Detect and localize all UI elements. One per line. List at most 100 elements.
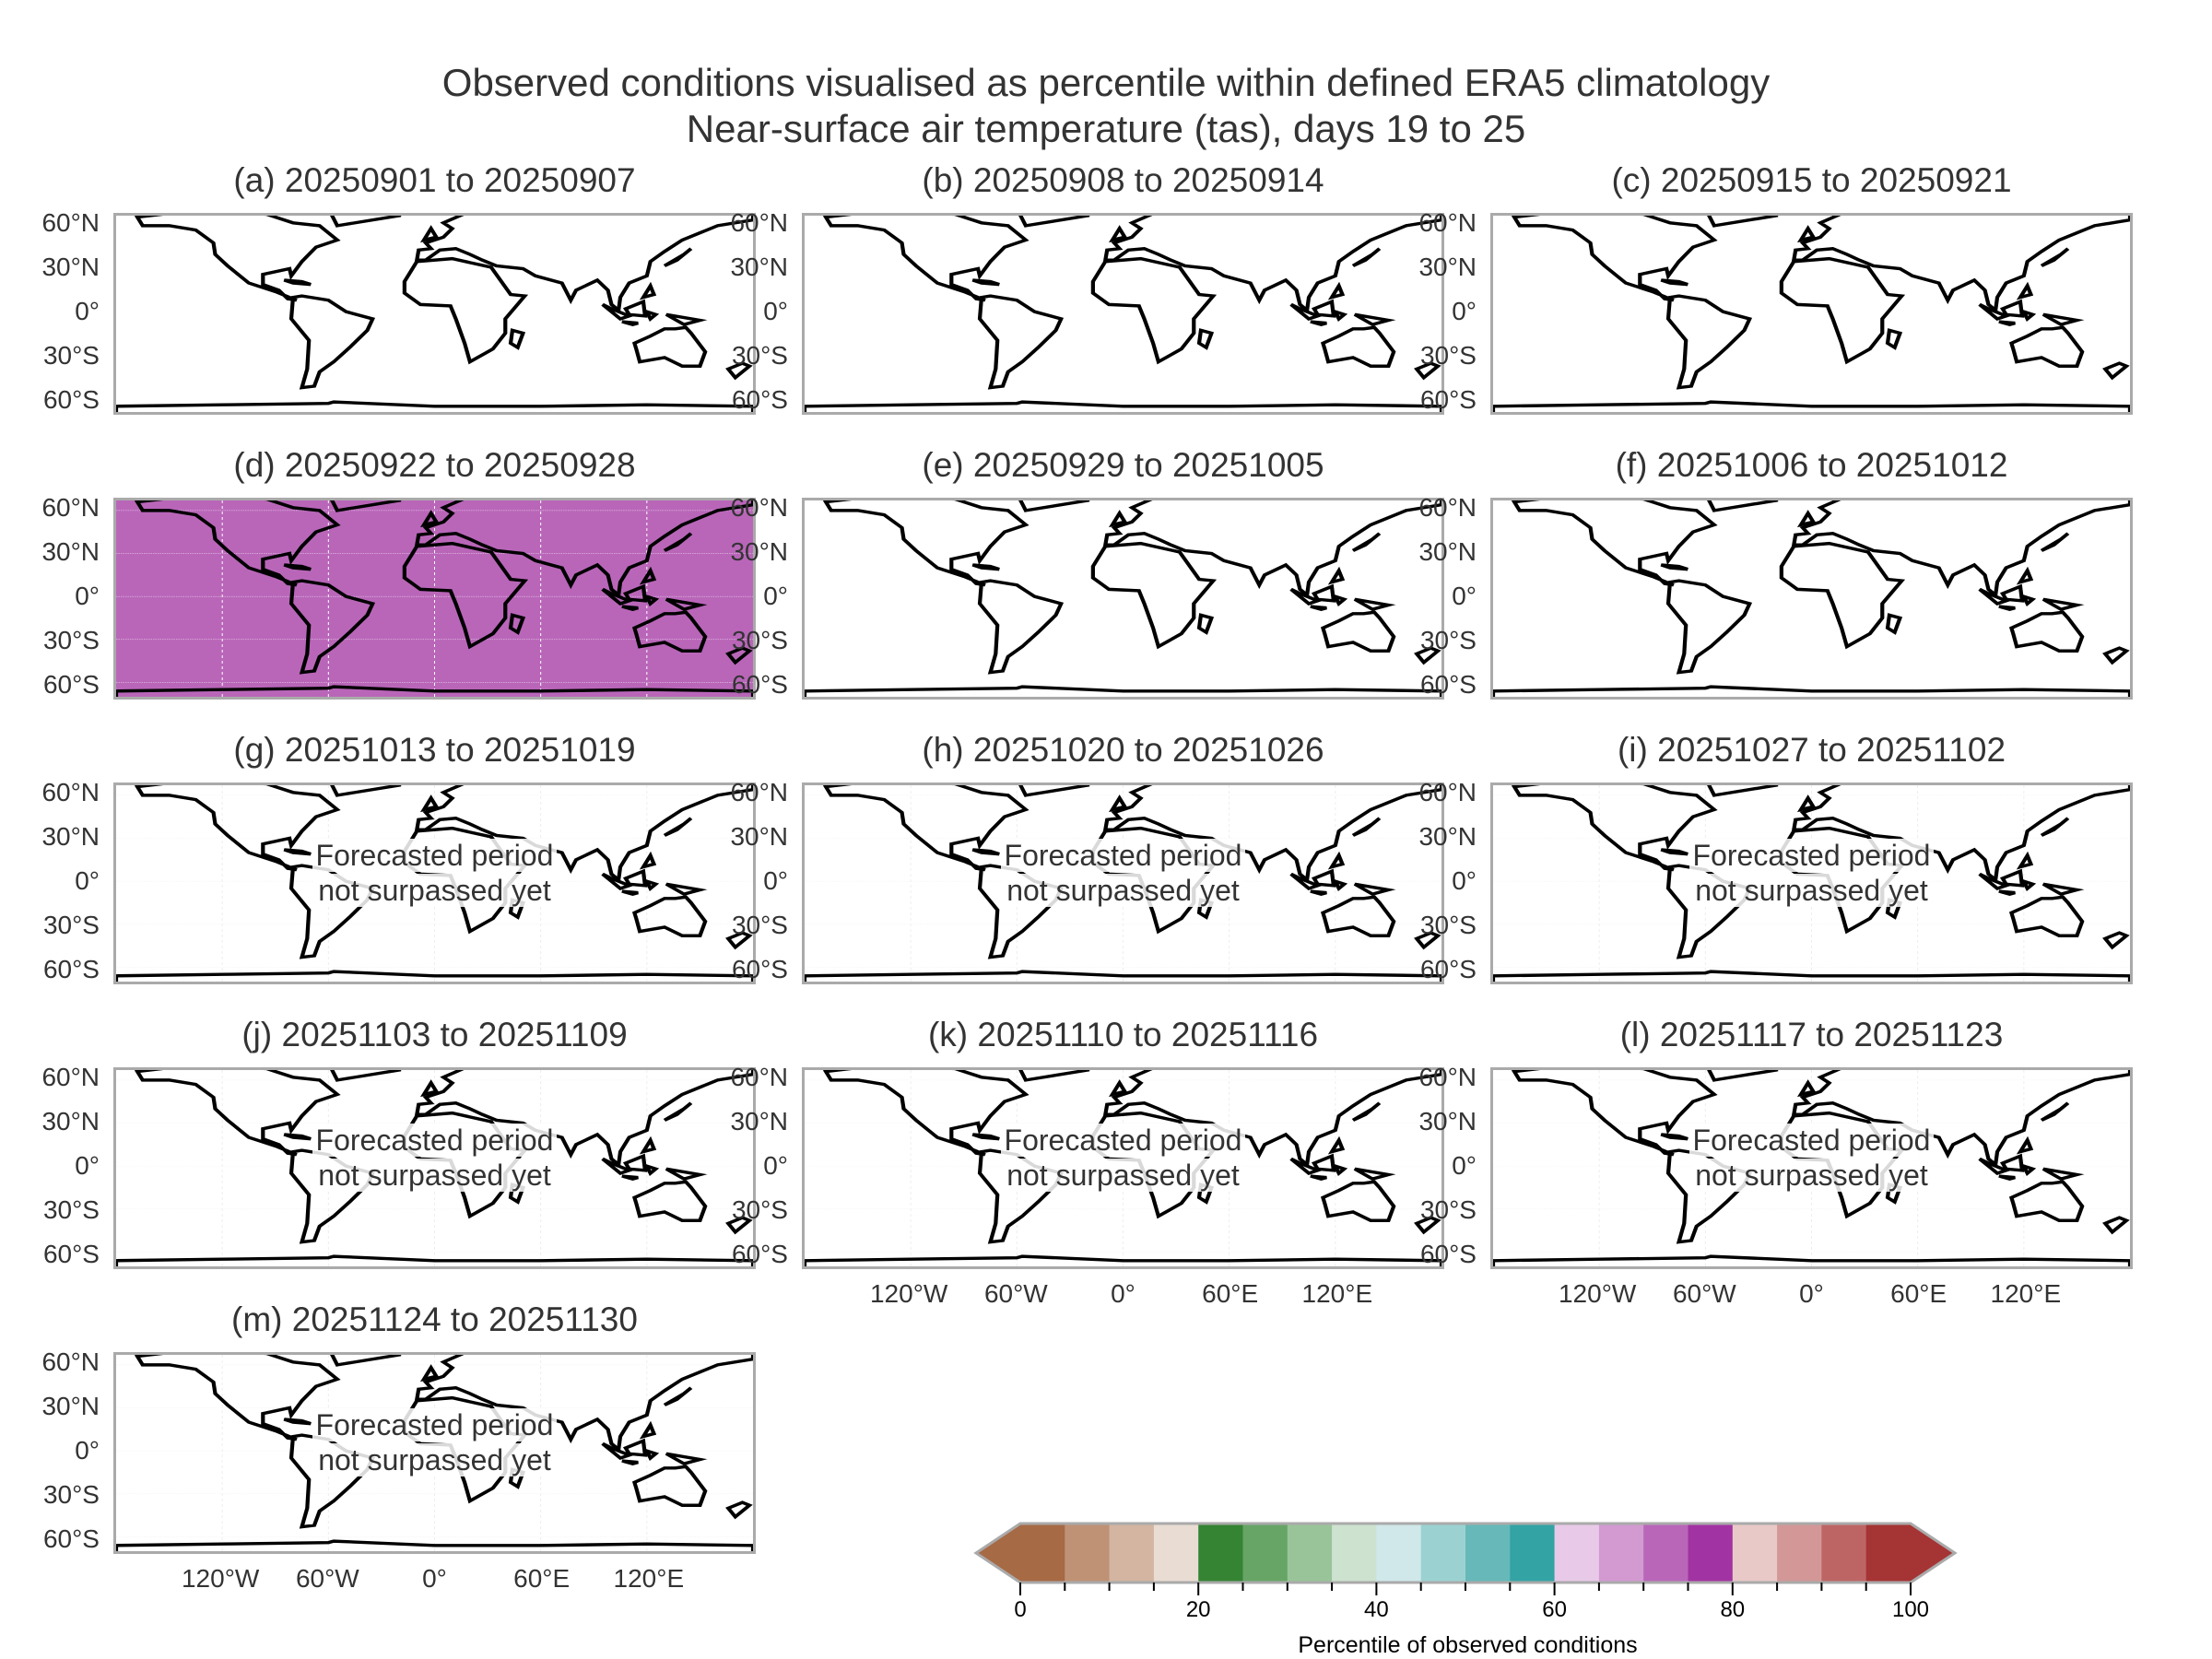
grid-cell <box>1290 360 1301 367</box>
grid-cell <box>372 394 382 402</box>
grid-cell <box>134 348 144 356</box>
grid-cell <box>558 216 569 218</box>
grid-cell <box>1052 309 1062 315</box>
grid-cell <box>1406 240 1416 247</box>
grid-cell <box>919 245 929 253</box>
grid-cell <box>919 354 929 361</box>
grid-cell <box>655 263 665 269</box>
grid-cell <box>1007 268 1018 276</box>
grid-cell <box>1025 325 1036 333</box>
grid-cell <box>1096 348 1106 356</box>
grid-cell <box>151 366 161 372</box>
grid-cell <box>336 286 347 292</box>
grid-cell <box>116 314 126 321</box>
grid-cell <box>963 377 973 384</box>
grid-cell <box>399 354 409 361</box>
grid-cell <box>884 394 894 402</box>
grid-cell <box>611 360 621 367</box>
grid-cell <box>1300 279 1310 287</box>
grid-cell <box>602 222 613 229</box>
grid-cell <box>151 360 161 367</box>
grid-cell <box>478 279 488 287</box>
grid-cell <box>390 228 400 235</box>
grid-cell <box>1379 348 1389 356</box>
grid-cell <box>709 245 719 253</box>
grid-cell <box>275 348 285 356</box>
grid-cell <box>390 245 400 253</box>
grid-cell <box>1220 245 1230 253</box>
grid-cell <box>1255 216 1265 218</box>
grid-cell <box>1025 360 1036 367</box>
grid-cell <box>186 257 196 264</box>
grid-cell <box>866 360 877 367</box>
grid-cell <box>1335 325 1346 333</box>
grid-cell <box>311 274 321 281</box>
grid-cell <box>690 286 700 292</box>
grid-cell <box>928 371 938 379</box>
grid-cell <box>813 394 823 402</box>
grid-cell <box>602 245 613 253</box>
grid-cell <box>857 297 867 304</box>
grid-cell <box>124 354 135 361</box>
grid-cell <box>425 314 436 321</box>
grid-cell <box>594 217 604 224</box>
grid-cell <box>1113 297 1124 304</box>
grid-cell <box>594 251 604 258</box>
grid-cell <box>620 337 630 344</box>
grid-cell <box>381 302 392 310</box>
grid-cell <box>629 291 639 299</box>
grid-cell <box>230 228 241 235</box>
grid-cell <box>1096 343 1106 350</box>
grid-cell <box>213 406 223 412</box>
grid-cell <box>972 234 982 241</box>
grid-cell <box>275 360 285 367</box>
grid-cell <box>848 309 859 315</box>
grid-cell <box>346 228 356 235</box>
grid-cell <box>1220 377 1230 384</box>
grid-cell <box>1167 389 1177 395</box>
grid-cell <box>159 377 171 384</box>
grid-cell <box>813 240 823 247</box>
grid-cell <box>911 325 921 333</box>
grid-cell <box>744 297 753 304</box>
grid-cell <box>955 263 965 269</box>
grid-cell <box>567 309 577 315</box>
grid-cell <box>936 309 947 315</box>
grid-cell <box>336 257 347 264</box>
grid-cell <box>469 274 480 281</box>
grid-cell <box>1105 371 1115 379</box>
grid-cell <box>857 389 867 395</box>
grid-cell <box>1211 234 1221 241</box>
grid-cell <box>1300 337 1310 344</box>
grid-cell <box>1096 337 1106 344</box>
grid-cell <box>399 371 409 379</box>
grid-cell <box>999 389 1009 395</box>
grid-cell <box>301 302 312 310</box>
grid-cell <box>275 343 285 350</box>
grid-cell <box>594 377 604 384</box>
grid-cell <box>576 216 586 218</box>
grid-cell <box>372 371 382 379</box>
grid-cell <box>1229 377 1239 384</box>
grid-cell <box>999 257 1009 264</box>
grid-cell <box>963 360 973 367</box>
grid-cell <box>1158 268 1169 276</box>
grid-cell <box>1406 348 1416 356</box>
grid-cell <box>124 309 135 315</box>
grid-cell <box>1132 394 1142 402</box>
grid-cell <box>602 268 613 276</box>
grid-cell <box>1309 234 1319 241</box>
grid-cell <box>532 354 542 361</box>
grid-cell <box>866 377 877 384</box>
grid-cell <box>1158 337 1169 344</box>
grid-cell <box>240 309 250 315</box>
grid-cell <box>204 217 215 224</box>
grid-cell <box>1300 320 1310 327</box>
grid-cell <box>496 377 506 384</box>
grid-cell <box>1184 389 1194 395</box>
grid-cell <box>1017 377 1027 384</box>
grid-cell <box>673 309 683 315</box>
grid-cell <box>372 222 382 229</box>
grid-cell <box>434 314 444 321</box>
grid-cell <box>266 309 276 315</box>
